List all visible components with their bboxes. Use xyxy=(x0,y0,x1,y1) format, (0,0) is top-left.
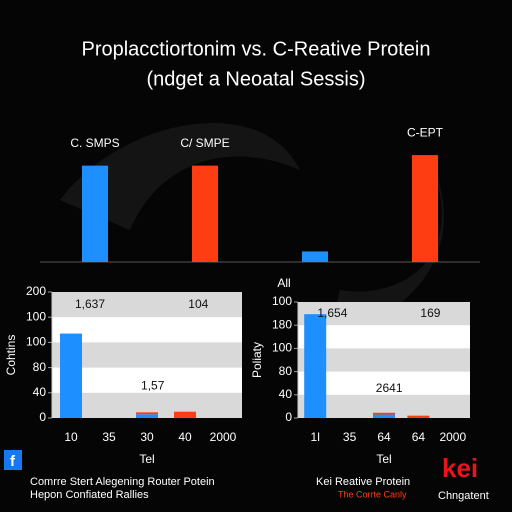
x-tick-label: 64 xyxy=(412,430,426,444)
bar-label: C/ SMPE xyxy=(180,136,229,150)
bar xyxy=(407,415,430,418)
footer-line: Hepon Confiated Rallies xyxy=(30,489,149,501)
y-tick-label: 40 xyxy=(279,387,293,401)
bar xyxy=(412,155,438,262)
bar-label: C-EPT xyxy=(407,125,444,139)
facebook-f: f xyxy=(10,453,16,470)
bar xyxy=(373,414,395,418)
bar-label: C. SMPS xyxy=(70,136,119,150)
y-tick-label: 180 xyxy=(272,317,292,331)
y-tick-label: 80 xyxy=(279,364,293,378)
swirl xyxy=(60,122,300,230)
y-axis-label: Cohtins xyxy=(4,335,18,376)
bar xyxy=(60,333,82,418)
bar xyxy=(174,411,196,418)
annotation: 2641 xyxy=(376,381,403,395)
x-axis-label: Tel xyxy=(376,452,391,466)
x-tick-label: 1l xyxy=(311,430,320,444)
y-axis-label: Poliaty xyxy=(250,342,264,378)
swirl xyxy=(330,160,444,330)
annotation: 169 xyxy=(420,306,440,320)
bar xyxy=(136,414,158,418)
subtitle: (ndget a Neoatal Sessis) xyxy=(146,68,365,90)
x-axis-label: Tel xyxy=(139,452,154,466)
bar xyxy=(302,251,328,262)
annotation: 1,57 xyxy=(141,379,165,393)
annotation: 1,654 xyxy=(317,306,347,320)
y-tick-label: 0 xyxy=(39,410,46,424)
bar xyxy=(136,412,158,415)
x-tick-label: 2000 xyxy=(210,430,237,444)
grid-band xyxy=(298,302,470,326)
x-tick-label: 64 xyxy=(377,430,391,444)
footer-line: Kei Reative Protein xyxy=(316,476,410,488)
bar xyxy=(373,412,395,415)
x-tick-label: 2000 xyxy=(439,430,466,444)
y-tick-label: 80 xyxy=(33,360,47,374)
grid-band xyxy=(298,394,470,418)
x-tick-label: 10 xyxy=(64,430,78,444)
bar xyxy=(82,165,108,262)
logo-sub: Chngatent xyxy=(438,490,489,502)
title: Proplacctiortonim vs. C-Reative Protein xyxy=(81,38,430,60)
x-tick-label: 35 xyxy=(102,430,116,444)
x-tick-label: 30 xyxy=(140,430,154,444)
y-tick-label: 200 xyxy=(26,284,46,298)
grid-band xyxy=(298,348,470,372)
y-tick-label: 0 xyxy=(285,410,292,424)
logo: kei xyxy=(442,453,478,483)
y-tick-label: 100 xyxy=(26,335,46,349)
annotation: 104 xyxy=(188,297,208,311)
panel-title: All xyxy=(277,276,290,290)
x-tick-label: 40 xyxy=(178,430,192,444)
annotation: 1,637 xyxy=(75,297,105,311)
grid-band xyxy=(52,292,242,318)
footer-line: The Corrte Canly xyxy=(338,489,407,499)
footer-line: Comrre Stert Alegening Router Potein xyxy=(30,476,215,488)
facebook-icon xyxy=(4,450,22,470)
y-tick-label: 100 xyxy=(272,294,292,308)
bar xyxy=(304,314,327,418)
grid-band xyxy=(52,342,242,368)
y-tick-label: 40 xyxy=(33,385,47,399)
y-tick-label: 100 xyxy=(272,341,292,355)
bar xyxy=(192,165,218,262)
y-tick-label: 100 xyxy=(26,309,46,323)
x-tick-label: 35 xyxy=(343,430,357,444)
